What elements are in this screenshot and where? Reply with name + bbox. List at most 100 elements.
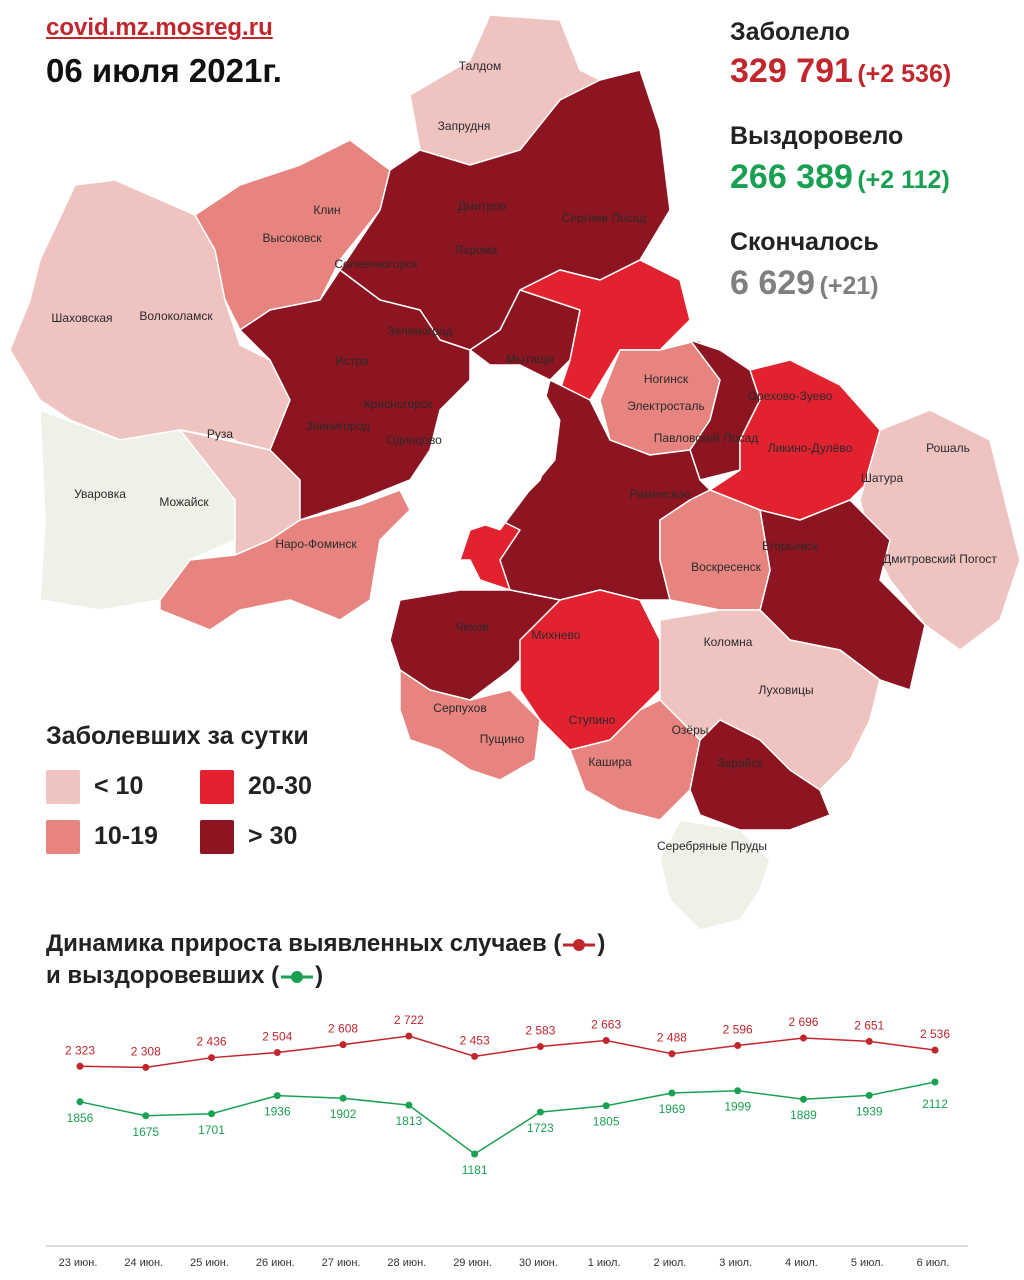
data-label-1: 1999 xyxy=(724,1100,751,1114)
data-label-0: 2 436 xyxy=(197,1035,227,1049)
report-date: 06 июля 2021г. xyxy=(46,52,282,89)
series-point-0 xyxy=(799,1034,807,1042)
map-label: Талдом xyxy=(459,59,501,73)
map-label: Ступино xyxy=(569,713,616,727)
data-label-0: 2 608 xyxy=(328,1022,358,1036)
series-point-1 xyxy=(471,1150,479,1158)
data-label-0: 2 696 xyxy=(788,1015,818,1029)
series-point-0 xyxy=(931,1046,939,1054)
district-klin xyxy=(194,139,391,331)
series-point-0 xyxy=(602,1036,610,1044)
infected-label: Заболело xyxy=(730,18,850,46)
map-label: Раменское xyxy=(630,487,691,501)
district-mozhaysk xyxy=(39,409,256,611)
legend-label-10-19: 10-19 xyxy=(94,822,158,850)
data-label-0: 2 488 xyxy=(657,1031,687,1045)
map-label: Зарайск xyxy=(717,756,763,770)
map-label: Кашира xyxy=(588,755,632,769)
data-label-1: 1181 xyxy=(462,1163,488,1177)
map-label: Озёры xyxy=(672,723,709,737)
data-label-1: 1969 xyxy=(659,1102,686,1116)
series-line-1 xyxy=(79,1081,936,1155)
x-tick-label: 26 июн. xyxy=(256,1257,295,1269)
map-label: Мытищи xyxy=(506,352,553,366)
map-label: Можайск xyxy=(159,495,209,509)
map-label: Сергиев Посад xyxy=(562,211,646,225)
series-point-1 xyxy=(142,1112,150,1120)
data-label-1: 1813 xyxy=(395,1114,422,1128)
legend-swatch-gt30 xyxy=(200,820,234,854)
legend-swatch-10-19 xyxy=(46,820,80,854)
legend-label-20-30: 20-30 xyxy=(248,772,312,800)
series-line-0 xyxy=(79,1035,936,1069)
map-label: Пущино xyxy=(480,732,525,746)
map-label: Зеленоград xyxy=(387,324,452,338)
map-label: Михнево xyxy=(532,628,581,642)
data-label-1: 1936 xyxy=(264,1105,291,1119)
data-label-0: 2 536 xyxy=(920,1027,950,1041)
series-point-0 xyxy=(339,1041,347,1049)
series-point-1 xyxy=(536,1108,544,1116)
died-label: Скончалось xyxy=(730,228,879,256)
legend-label-gt30: > 30 xyxy=(248,822,298,850)
recovered-label: Выздоровело xyxy=(730,122,904,150)
data-label-1: 1902 xyxy=(330,1107,357,1121)
map-label: Яхрома xyxy=(455,243,498,257)
chart-title-text1: Динамика прироста выявленных случаев ( xyxy=(46,930,562,957)
district-serpukhov xyxy=(399,669,541,781)
x-tick-label: 4 июл. xyxy=(785,1257,818,1269)
x-tick-label: 23 июн. xyxy=(59,1257,98,1269)
map-label: Солнечногорск xyxy=(334,257,418,271)
site-link[interactable]: covid.mz.mosreg.ru xyxy=(46,14,273,41)
series-point-1 xyxy=(668,1089,676,1097)
map-label: Звенигород xyxy=(306,419,370,433)
data-label-1: 1805 xyxy=(593,1115,620,1129)
x-tick-label: 30 июн. xyxy=(519,1257,558,1269)
series-point-0 xyxy=(668,1050,676,1058)
chart-title-line1: Динамика прироста выявленных случаев () xyxy=(46,930,605,958)
series-point-1 xyxy=(339,1094,347,1102)
x-tick-label: 27 июн. xyxy=(322,1257,361,1269)
data-label-0: 2 651 xyxy=(854,1018,884,1032)
map-label: Уваровка xyxy=(74,487,126,501)
data-label-0: 2 583 xyxy=(525,1024,555,1038)
data-label-1: 1939 xyxy=(856,1104,883,1118)
map-label: Запрудня xyxy=(438,119,491,133)
legend-title: Заболевших за сутки xyxy=(46,722,309,750)
data-label-0: 2 453 xyxy=(460,1033,490,1047)
legend-label-lt10: < 10 xyxy=(94,772,144,800)
map-label: Орехово-Зуево xyxy=(748,389,833,403)
data-label-1: 1889 xyxy=(790,1108,817,1122)
series-point-0 xyxy=(208,1054,216,1062)
district-podolsk xyxy=(459,519,521,591)
red-series-marker-icon xyxy=(563,938,596,951)
data-label-1: 1723 xyxy=(527,1121,554,1135)
chart-title-close2: ) xyxy=(315,962,324,989)
map-label: Серебряные Пруды xyxy=(657,839,767,853)
region-map: Талдом Запрудня Дмитров Сергиев Посад Клин Вы… xyxy=(9,14,1021,931)
district-naro-fominsk xyxy=(159,489,411,631)
infected-delta: (+2 536) xyxy=(857,60,952,88)
map-label: Электросталь xyxy=(627,399,704,413)
data-label-0: 2 323 xyxy=(65,1043,95,1057)
series-point-0 xyxy=(76,1062,84,1070)
series-point-1 xyxy=(931,1078,939,1086)
map-label: Шаховская xyxy=(51,311,112,325)
data-label-0: 2 308 xyxy=(131,1044,161,1058)
data-label-0: 2 663 xyxy=(591,1017,621,1031)
series-point-0 xyxy=(865,1037,873,1045)
moscow-hole xyxy=(449,369,561,531)
series-point-0 xyxy=(142,1063,150,1071)
series-point-1 xyxy=(208,1110,216,1118)
map-label: Чехов xyxy=(455,620,488,634)
map-label: Шатура xyxy=(861,471,904,485)
map-label: Ликино-Дулёво xyxy=(768,441,853,455)
series-point-0 xyxy=(536,1043,544,1051)
died-row: 6 629 (+21) xyxy=(730,264,879,303)
legend-swatch-lt10 xyxy=(46,770,80,804)
district-voskresensk xyxy=(659,489,771,611)
x-tick-label: 1 июл. xyxy=(588,1257,621,1269)
series-point-0 xyxy=(405,1032,413,1040)
map-label: Егорьевск xyxy=(762,539,819,553)
x-tick-label: 2 июл. xyxy=(654,1257,687,1269)
